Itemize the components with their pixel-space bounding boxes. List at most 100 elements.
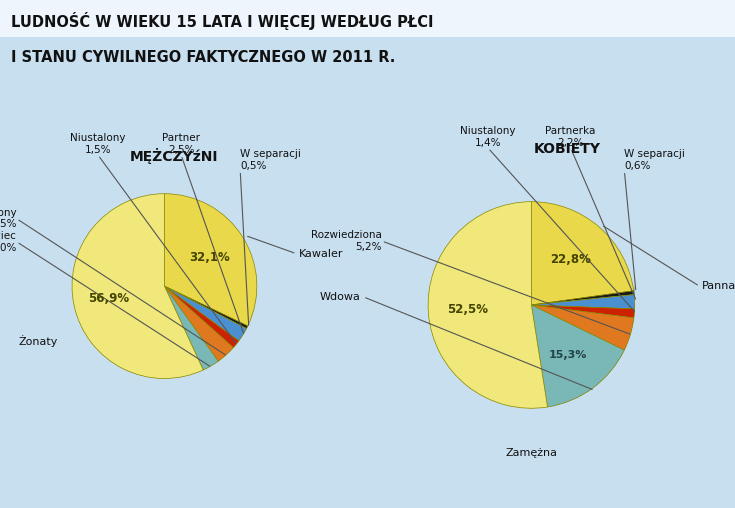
Polygon shape [511,396,520,407]
Text: Rozwiedziony
3,5%: Rozwiedziony 3,5% [0,208,17,230]
Polygon shape [73,289,74,306]
Polygon shape [520,397,529,408]
Polygon shape [97,340,103,355]
Polygon shape [429,307,431,327]
Wedge shape [531,291,634,305]
Polygon shape [628,319,632,340]
Polygon shape [233,335,236,347]
Wedge shape [531,305,634,318]
Polygon shape [477,383,485,397]
Polygon shape [255,285,257,303]
Polygon shape [123,360,131,372]
Polygon shape [539,397,548,408]
Wedge shape [165,286,218,370]
Polygon shape [163,369,171,378]
Polygon shape [456,365,462,382]
Polygon shape [603,362,609,379]
Text: 22,8%: 22,8% [551,253,591,266]
Wedge shape [165,286,246,341]
Polygon shape [440,342,445,361]
Wedge shape [165,286,233,361]
Polygon shape [469,377,477,393]
Text: Żonaty: Żonaty [18,336,58,347]
Polygon shape [548,395,556,407]
Polygon shape [74,297,76,314]
Polygon shape [433,325,436,344]
Wedge shape [72,194,204,378]
Wedge shape [165,286,239,347]
Wedge shape [531,295,635,309]
Polygon shape [485,387,493,401]
Wedge shape [531,305,624,407]
Wedge shape [531,202,634,305]
Polygon shape [139,366,147,377]
Polygon shape [87,327,92,343]
Polygon shape [131,363,139,375]
Text: Partner
2,5%: Partner 2,5% [162,133,200,155]
Text: 32,1%: 32,1% [190,251,230,264]
Polygon shape [147,368,155,378]
Polygon shape [103,346,110,360]
Polygon shape [450,358,456,375]
Polygon shape [251,302,254,319]
Polygon shape [248,309,251,326]
Polygon shape [436,334,440,353]
Text: MĘŻCZYźNI: MĘŻCZYźNI [129,147,218,164]
Polygon shape [211,352,218,366]
Polygon shape [254,294,255,311]
Polygon shape [589,375,597,391]
Text: Kawaler: Kawaler [298,249,343,259]
Polygon shape [116,356,123,369]
Polygon shape [609,355,615,373]
Text: Partnerka
2,2%: Partnerka 2,2% [545,126,596,148]
Polygon shape [218,345,226,361]
Polygon shape [79,312,82,329]
Text: 56,9%: 56,9% [88,292,129,305]
Wedge shape [531,305,634,350]
Text: LUDNOŚĆ W WIEKU 15 LATA I WIĘCEJ WEDŁUG PŁCI: LUDNOŚĆ W WIEKU 15 LATA I WIĘCEJ WEDŁUG … [11,12,434,29]
Polygon shape [445,351,450,368]
Polygon shape [76,305,79,322]
Polygon shape [624,329,628,350]
Polygon shape [502,394,511,406]
Text: Panna: Panna [702,281,735,292]
Text: W separacji
0,6%: W separacji 0,6% [624,149,685,171]
Polygon shape [581,380,589,395]
Text: Wdowiec
3,0%: Wdowiec 3,0% [0,231,17,252]
Text: Niustalony
1,4%: Niustalony 1,4% [460,126,516,148]
Text: 15,3%: 15,3% [549,350,587,360]
Polygon shape [82,320,87,336]
Polygon shape [556,392,565,405]
Text: Wdowa: Wdowa [320,292,361,302]
Polygon shape [196,361,204,373]
Wedge shape [428,202,548,408]
Polygon shape [529,398,539,408]
Polygon shape [565,389,573,403]
Polygon shape [187,364,196,375]
Polygon shape [171,368,179,378]
Polygon shape [155,369,163,378]
FancyBboxPatch shape [0,0,735,37]
Polygon shape [573,385,581,399]
Text: Rozwiedziona
5,2%: Rozwiedziona 5,2% [311,230,381,252]
Text: KOBIETY: KOBIETY [534,142,601,156]
Polygon shape [431,316,433,336]
Text: 52,5%: 52,5% [447,303,488,316]
Polygon shape [243,320,246,335]
Polygon shape [236,332,239,344]
Wedge shape [165,194,257,326]
Polygon shape [597,369,603,385]
Text: W separacji
0,5%: W separacji 0,5% [240,149,301,171]
Polygon shape [620,340,624,358]
Polygon shape [204,357,211,370]
Polygon shape [110,351,116,365]
Polygon shape [226,338,233,355]
Text: I STANU CYWILNEGO FAKTYCZNEGO W 2011 R.: I STANU CYWILNEGO FAKTYCZNEGO W 2011 R. [11,50,395,65]
Text: Zamężna: Zamężna [506,448,557,458]
Polygon shape [239,326,243,341]
Polygon shape [632,307,634,329]
Text: Niustalony
1,5%: Niustalony 1,5% [70,133,126,155]
Polygon shape [92,334,97,350]
Wedge shape [165,286,248,329]
Polygon shape [179,366,187,377]
